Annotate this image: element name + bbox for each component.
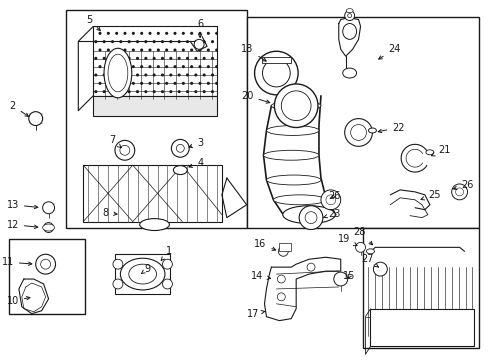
Bar [66, 10, 246, 228]
Bar [93, 27, 217, 96]
Circle shape [305, 212, 316, 224]
Circle shape [373, 262, 386, 276]
Text: 5: 5 [86, 14, 100, 31]
Bar [370, 309, 473, 346]
Circle shape [254, 51, 298, 95]
Circle shape [29, 112, 42, 126]
Ellipse shape [366, 249, 374, 254]
Circle shape [347, 14, 351, 18]
Circle shape [120, 145, 129, 155]
Circle shape [355, 242, 365, 252]
Text: 4: 4 [188, 158, 203, 168]
Circle shape [113, 259, 122, 269]
Circle shape [162, 259, 172, 269]
Ellipse shape [108, 54, 127, 92]
Text: 27: 27 [360, 254, 378, 267]
Circle shape [274, 84, 317, 127]
Text: 6: 6 [197, 18, 203, 37]
Bar [83, 165, 222, 222]
Text: 1: 1 [161, 246, 172, 260]
Text: 13: 13 [7, 200, 38, 210]
Circle shape [42, 202, 55, 214]
Bar [115, 254, 170, 294]
Ellipse shape [266, 175, 320, 185]
Text: 25: 25 [420, 190, 440, 200]
Bar [246, 17, 478, 228]
Ellipse shape [263, 150, 318, 160]
Circle shape [43, 222, 53, 233]
Ellipse shape [266, 126, 318, 135]
Ellipse shape [128, 264, 156, 284]
Circle shape [281, 91, 310, 121]
Circle shape [278, 246, 287, 256]
Ellipse shape [342, 23, 356, 39]
Ellipse shape [140, 219, 169, 230]
Text: 28: 28 [352, 228, 372, 245]
Text: 14: 14 [251, 271, 270, 281]
Text: 2: 2 [10, 101, 28, 116]
Text: 11: 11 [1, 257, 32, 267]
Text: 9: 9 [141, 264, 150, 274]
Circle shape [320, 190, 340, 210]
Circle shape [350, 125, 366, 140]
Text: 21: 21 [430, 145, 449, 156]
Text: 23: 23 [322, 209, 340, 219]
Circle shape [451, 184, 467, 200]
Text: 15: 15 [343, 271, 355, 281]
Circle shape [277, 275, 285, 283]
Bar [362, 228, 478, 348]
Circle shape [344, 118, 372, 146]
Text: 12: 12 [6, 220, 38, 230]
Circle shape [344, 11, 354, 21]
Text: 20: 20 [241, 91, 269, 103]
Text: 16: 16 [254, 239, 275, 251]
Circle shape [115, 140, 135, 160]
Ellipse shape [283, 210, 335, 220]
Circle shape [194, 39, 203, 49]
Ellipse shape [346, 9, 352, 13]
Circle shape [325, 195, 335, 205]
Text: 10: 10 [7, 296, 30, 306]
Ellipse shape [425, 150, 433, 155]
Circle shape [113, 279, 122, 289]
Text: 24: 24 [378, 44, 400, 59]
Ellipse shape [282, 206, 335, 224]
Text: 26: 26 [328, 191, 340, 201]
Bar [261, 57, 291, 63]
Text: 19: 19 [338, 234, 356, 246]
Text: 18: 18 [241, 44, 265, 61]
Ellipse shape [368, 128, 376, 133]
Text: 8: 8 [102, 208, 117, 218]
Ellipse shape [173, 166, 187, 175]
Bar [279, 243, 291, 251]
Circle shape [41, 259, 50, 269]
Circle shape [299, 206, 322, 230]
Circle shape [306, 263, 314, 271]
Bar [9, 239, 85, 314]
Text: 3: 3 [188, 138, 203, 148]
Circle shape [171, 139, 189, 157]
Circle shape [36, 254, 56, 274]
Circle shape [162, 279, 172, 289]
Ellipse shape [271, 101, 320, 111]
Text: 22: 22 [377, 122, 404, 132]
Text: 7: 7 [109, 135, 121, 148]
Circle shape [262, 59, 290, 87]
Circle shape [333, 272, 347, 286]
Circle shape [277, 293, 285, 301]
Ellipse shape [342, 68, 356, 78]
Ellipse shape [42, 224, 55, 231]
Circle shape [176, 144, 184, 152]
Circle shape [455, 188, 463, 196]
Ellipse shape [120, 258, 164, 290]
Text: 26: 26 [452, 180, 473, 190]
Bar [93, 96, 217, 116]
Ellipse shape [104, 48, 131, 98]
Ellipse shape [273, 195, 325, 205]
Text: 17: 17 [246, 309, 264, 319]
